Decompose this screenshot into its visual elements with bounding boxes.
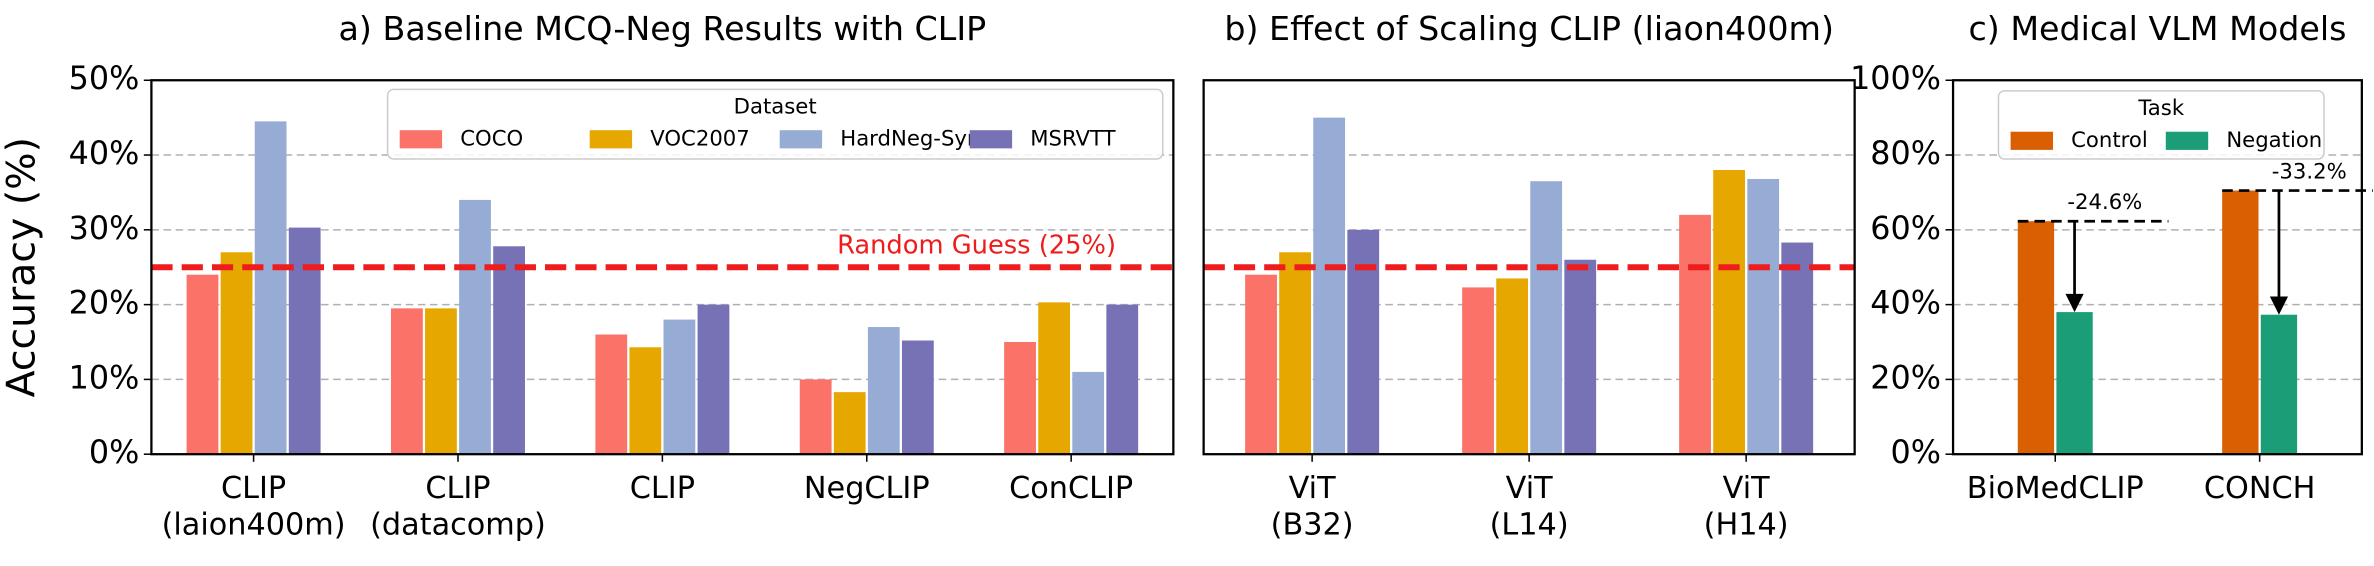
annotation-arrowhead (2269, 296, 2289, 315)
bar (629, 347, 662, 455)
legend-swatch (969, 130, 1013, 149)
x-tick-label: CONCH (2203, 469, 2316, 506)
legend-swatch (399, 130, 443, 149)
bar (254, 121, 287, 455)
bar (2056, 312, 2093, 455)
legend-swatch (2010, 131, 2053, 150)
legend-swatch (779, 130, 823, 149)
chart-title: b) Effect of Scaling CLIP (liaon400m) (1224, 9, 1834, 48)
y-tick-label: 60% (1870, 210, 1941, 247)
bar (1564, 259, 1597, 455)
bar (1279, 252, 1311, 455)
x-tick-label: ViT (H14) (1703, 469, 1789, 543)
bar (1679, 214, 1711, 455)
legend-box (386, 88, 1164, 160)
bar (1038, 302, 1071, 455)
bar (2222, 190, 2259, 455)
bar (833, 392, 866, 455)
legend-title: Task (2137, 95, 2184, 120)
bar (1462, 287, 1494, 455)
y-tick-label: 80% (1870, 135, 1941, 172)
bar (697, 304, 730, 455)
y-tick-label: 0% (1891, 434, 1941, 471)
y-tick-label: 20% (69, 285, 140, 322)
annotation: -33.2% (2272, 158, 2347, 183)
bar (1781, 242, 1814, 455)
bar (1245, 274, 1277, 455)
bar (186, 274, 219, 455)
bar (390, 308, 423, 455)
bar (799, 379, 832, 455)
bar (1713, 169, 1746, 455)
bar (288, 227, 321, 455)
x-tick-label: BioMedCLIP (1966, 469, 2144, 506)
bar (663, 319, 696, 455)
y-axis-label: Accuracy (%) (0, 137, 45, 397)
legend-swatch (2165, 131, 2209, 150)
legend-label: MSRVTT (1030, 125, 1115, 150)
y-tick-label: 100% (1850, 60, 1941, 97)
y-tick-label: 40% (1870, 285, 1941, 322)
bar (1313, 117, 1346, 455)
chart-title: a) Baseline MCQ-Neg Results with CLIP (339, 9, 987, 48)
bar (1347, 229, 1380, 455)
bar (595, 334, 628, 455)
legend-label: Negation (2226, 127, 2322, 152)
x-tick-label: ViT (L14) (1489, 469, 1569, 543)
x-tick-label: CLIP (datacomp) (370, 469, 546, 543)
bar (1747, 178, 1780, 455)
bar (493, 246, 525, 455)
y-tick-label: 10% (69, 359, 140, 396)
bar (2017, 221, 2055, 455)
bar (1530, 181, 1563, 455)
x-tick-label: ConCLIP (1009, 469, 1134, 506)
y-tick-label: 40% (69, 135, 140, 172)
bar (1004, 342, 1036, 455)
x-tick-label: CLIP (laion400m) (161, 469, 346, 543)
legend-label: Control (2071, 127, 2148, 152)
x-tick-label: ViT (B32) (1270, 469, 1354, 543)
bar (1106, 304, 1139, 455)
plot-frame (1202, 79, 1856, 456)
bar (1072, 371, 1105, 455)
bar (220, 252, 253, 455)
legend-box (1997, 90, 2325, 160)
y-tick-label: 20% (1870, 359, 1941, 396)
x-tick-label: CLIP (629, 469, 695, 506)
bar (901, 340, 934, 455)
y-tick-label: 30% (69, 210, 140, 247)
y-tick-label: 50% (69, 60, 140, 97)
bar (2260, 314, 2298, 455)
bar (1496, 278, 1529, 455)
legend-label: VOC2007 (650, 125, 750, 150)
plot-frame (1951, 79, 2363, 456)
legend-label: COCO (460, 125, 523, 150)
y-tick-label: 0% (89, 434, 139, 471)
x-tick-label: NegCLIP (803, 469, 930, 506)
bar (425, 308, 457, 455)
annotation: -24.6% (2067, 189, 2142, 214)
legend-label: HardNeg-Syn (840, 125, 980, 150)
reference-label: Random Guess (25%) (837, 231, 1116, 261)
legend-swatch (589, 130, 633, 149)
bar (459, 199, 491, 455)
annotation-arrowhead (2065, 293, 2084, 313)
plot-frame (150, 79, 1175, 456)
bar (867, 327, 900, 455)
chart-title: c) Medical VLM Models (1968, 9, 2346, 48)
legend-title: Dataset (734, 93, 817, 118)
